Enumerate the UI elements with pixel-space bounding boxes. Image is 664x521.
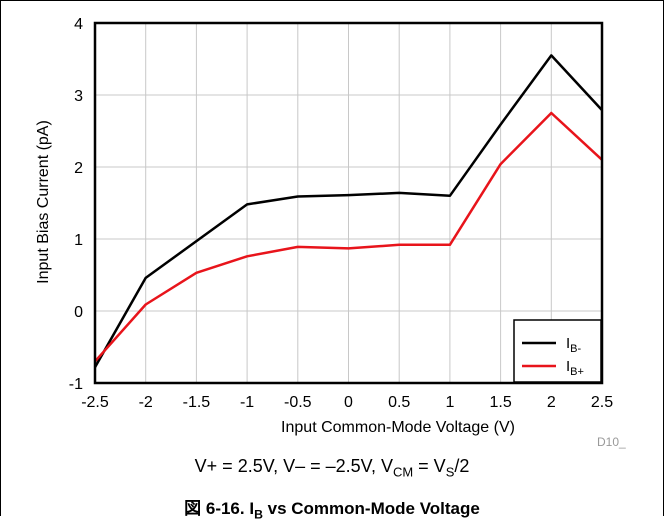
x-tick-label: -0.5 [284,394,312,411]
y-axis-label: Input Bias Current (pA) [35,120,52,284]
y-tick-label: 1 [74,232,83,249]
legend-label-sub-1: B+ [570,366,584,378]
x-tick-label: 2.5 [591,394,613,411]
series-line-1 [94,111,603,363]
legend: IB-IB+ [513,319,602,383]
y-tick-labels: -1 0 1 2 3 4 [69,16,83,393]
x-tick-label: 1 [445,394,454,411]
x-tick-labels: -2.5 -2 -1.5 -1 -0.5 0 0.5 1 1.5 2 2.5 [81,394,613,411]
y-tick-label: 4 [74,16,83,33]
x-tick-label: 1.5 [489,394,511,411]
test-conditions: V+ = 2.5V, V– = –2.5V, VCM = VS/2 [0,456,664,480]
x-tick-label: -2.5 [81,394,109,411]
plot-border [93,21,604,385]
x-tick-label: 2 [547,394,556,411]
y-tick-label: 2 [74,160,83,177]
x-axis-label: Input Common-Mode Voltage (V) [281,419,515,436]
conditions-sub-1: CM [393,464,414,480]
x-tick-label: -1 [240,394,254,411]
legend-box [513,319,602,383]
x-tick-label: -1.5 [183,394,211,411]
legend-label-sub-0: B- [570,343,581,355]
figure-caption: 図 6-16. IB vs Common-Mode Voltage [0,494,664,521]
series-line-0 [93,54,603,368]
caption-suffix: vs Common-Mode Voltage [262,499,480,518]
caption-prefix: 図 6-16. I [184,499,255,518]
x-tick-label: -2 [139,394,153,411]
x-tick-label: 0.5 [388,394,410,411]
conditions-text-2: = V [413,456,446,476]
chart: -2.5 -2 -1.5 -1 -0.5 0 0.5 1 1.5 2 2.5 -1 0 1 2 3 4 Inp… [35,16,626,449]
conditions-text-3: /2 [454,456,470,476]
y-tick-label: -1 [69,376,83,393]
y-tick-label: 3 [74,88,83,105]
series-lines [93,54,603,368]
y-tick-label: 0 [74,304,83,321]
caption-sub: B [254,507,263,521]
conditions-text-1: V+ = 2.5V, V– = –2.5V, V [194,456,393,476]
conditions-sub-2: S [445,464,455,480]
x-tick-label: 0 [344,394,353,411]
figure-id-annotation: D10_ [597,435,626,449]
